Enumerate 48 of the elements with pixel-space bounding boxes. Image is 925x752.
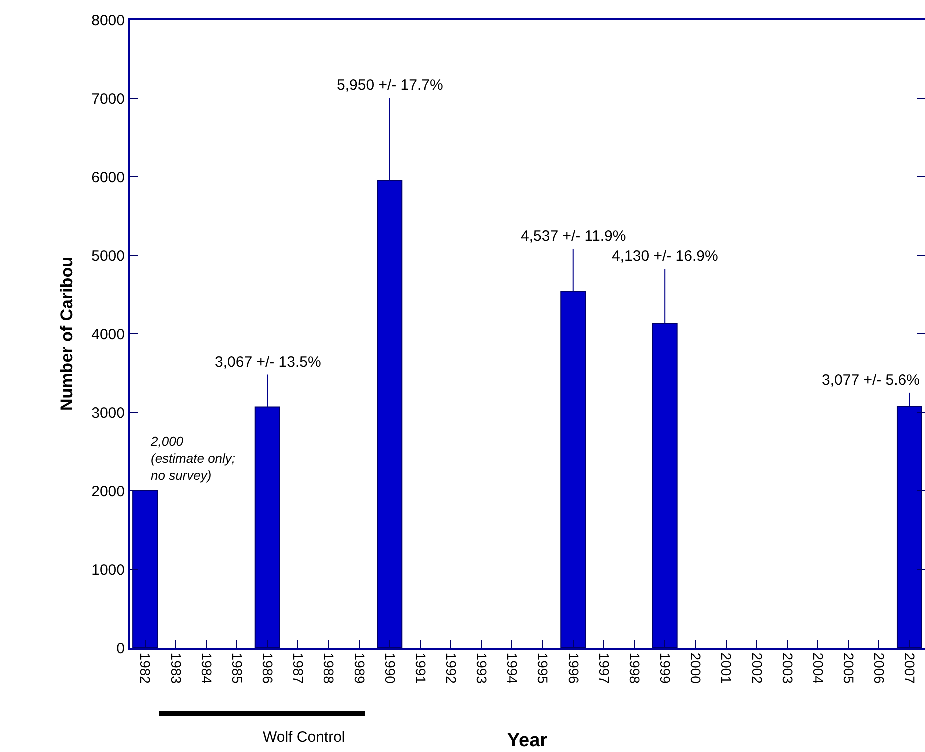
y-tick-label: 5000 xyxy=(92,248,125,265)
y-tick-label: 0 xyxy=(116,640,125,658)
y-tick-label: 3000 xyxy=(92,404,125,422)
x-tick-label: 2002 xyxy=(749,652,766,684)
x-axis-title: Year xyxy=(507,730,548,752)
x-tick-label: 1997 xyxy=(596,652,612,684)
bar xyxy=(254,406,280,648)
bar xyxy=(377,180,403,648)
x-tick-label: 1982 xyxy=(138,652,154,684)
x-tick-label: 1999 xyxy=(658,652,674,684)
x-tick-label: 1985 xyxy=(229,652,246,684)
x-tick-label: 1993 xyxy=(474,652,490,684)
x-tick-label: 1986 xyxy=(260,652,276,684)
x-tick-label: 1996 xyxy=(566,652,582,684)
x-tick-label: 2005 xyxy=(841,652,858,684)
annotation: 2,000 (estimate only; no survey) xyxy=(150,434,236,483)
x-tick-label: 2006 xyxy=(872,652,888,684)
y-tick-label: 8000 xyxy=(92,12,125,30)
x-tick-label: 2001 xyxy=(718,652,735,684)
y-tick-label: 6000 xyxy=(92,169,125,186)
x-tick-label: 2007 xyxy=(902,652,918,684)
x-tick-label: 1983 xyxy=(168,652,184,684)
annotation: 5,950 +/- 17.7% xyxy=(337,77,444,94)
x-tick-label: 2003 xyxy=(780,652,796,684)
bar xyxy=(652,323,678,648)
y-axis-title: Number of Caribou xyxy=(58,257,77,411)
text: Wolf Control xyxy=(263,729,346,746)
x-tick-label: 1988 xyxy=(321,652,338,684)
annotation: 3,077 +/- 5.6% xyxy=(822,372,920,389)
x-tick-label: 1994 xyxy=(504,652,521,684)
x-tick-label: 1987 xyxy=(290,652,307,684)
y-tick-label: 4000 xyxy=(92,326,125,344)
x-tick-label: 1992 xyxy=(444,652,460,684)
x-tick-label: 2000 xyxy=(688,652,704,684)
y-tick-label: 1000 xyxy=(92,562,125,579)
x-tick-label: 1990 xyxy=(382,652,398,684)
x-tick-label: 1995 xyxy=(535,652,552,684)
bar xyxy=(560,291,586,648)
x-tick-label: 1989 xyxy=(352,652,368,684)
x-tick-label: 1998 xyxy=(626,652,643,684)
annotation: 4,537 +/- 11.9% xyxy=(521,228,626,245)
y-tick-label: 2000 xyxy=(92,483,125,500)
annotation: 4,130 +/- 16.9% xyxy=(612,248,718,265)
x-tick-label: 1991 xyxy=(412,652,429,684)
x-tick-label: 2004 xyxy=(810,652,826,684)
y-tick-label: 7000 xyxy=(92,90,125,108)
x-tick-label: 1984 xyxy=(198,652,215,684)
annotation: 3,067 +/- 13.5% xyxy=(215,354,322,371)
